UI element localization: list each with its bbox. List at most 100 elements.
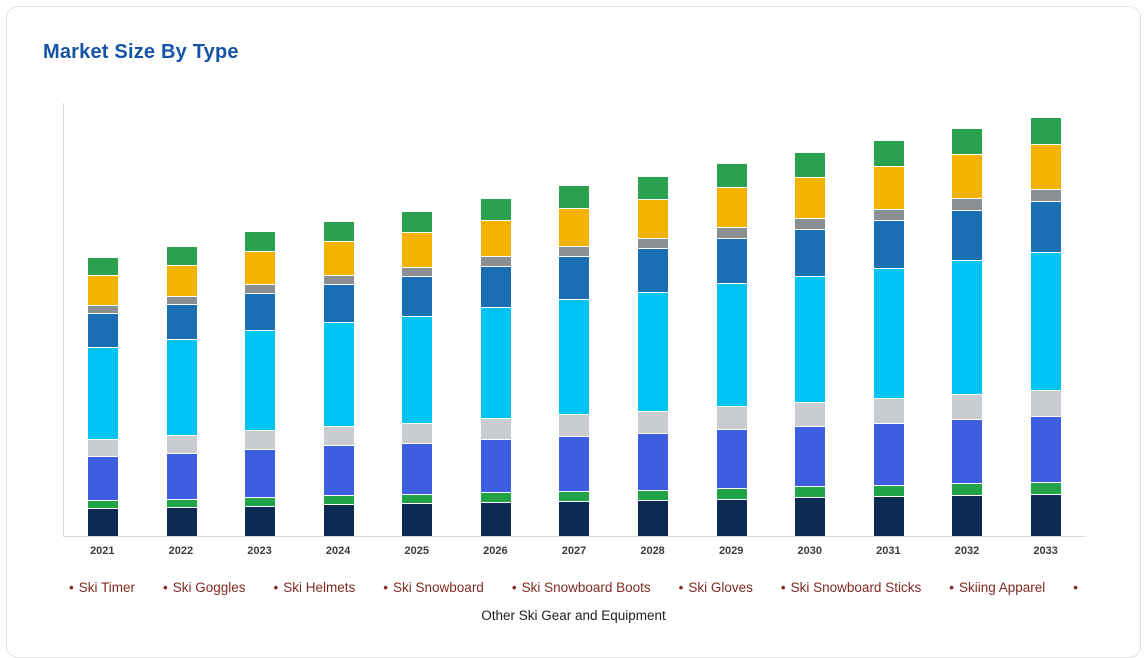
legend-item[interactable]: • Ski Helmets xyxy=(274,579,356,598)
legend-item[interactable]: • Ski Snowboard Boots xyxy=(512,579,651,598)
bar-segment xyxy=(323,504,354,536)
stacked-bar-2027[interactable] xyxy=(559,185,590,536)
bar-segment xyxy=(245,284,276,293)
stacked-bar-2022[interactable] xyxy=(166,246,197,536)
bar-segment xyxy=(559,501,590,536)
legend-item[interactable]: • Ski Goggles xyxy=(163,579,246,598)
stacked-bar-2023[interactable] xyxy=(245,231,276,536)
bar-segment xyxy=(402,276,433,316)
bar-segment xyxy=(166,507,197,536)
bar-segment xyxy=(323,275,354,284)
bar-slot xyxy=(378,103,457,536)
bar-segment xyxy=(637,248,668,292)
bar-segment xyxy=(716,227,747,238)
bar-slot xyxy=(300,103,379,536)
bar-segment xyxy=(1030,252,1061,390)
bar-segment xyxy=(716,488,747,499)
bar-segment xyxy=(637,411,668,433)
legend-item[interactable]: • Ski Snowboard Sticks xyxy=(781,579,921,598)
x-axis-labels: 2021 2022 2023 2024 2025 2026 2027 2028 2029 2030… xyxy=(63,545,1085,557)
bar-segment xyxy=(559,491,590,501)
x-tick-label: 2029 xyxy=(718,545,744,557)
bar-segment xyxy=(323,426,354,445)
bar-segment xyxy=(166,339,197,435)
stacked-bar-2030[interactable] xyxy=(795,152,826,536)
x-tick-label: 2024 xyxy=(325,545,351,557)
bar-segment xyxy=(873,485,904,496)
bar-segment xyxy=(480,220,511,256)
bar-segment xyxy=(1030,416,1061,482)
stacked-bar-2031[interactable] xyxy=(873,140,904,536)
bar-segment xyxy=(166,265,197,296)
x-tick-label: 2030 xyxy=(797,545,823,557)
bar-segment xyxy=(716,499,747,536)
bar-segment xyxy=(402,211,433,232)
bar-segment xyxy=(1030,482,1061,494)
legend-item-label: Ski Snowboard xyxy=(393,580,484,595)
legend-bullet-icon: • xyxy=(511,580,517,595)
bar-segment xyxy=(1030,494,1061,536)
bar-segment xyxy=(323,284,354,322)
bar-segment xyxy=(637,433,668,490)
legend-item-label: Ski Helmets xyxy=(283,580,356,595)
x-tick-label: 2026 xyxy=(483,545,508,557)
stacked-bar-2032[interactable] xyxy=(952,128,983,536)
bar-segment xyxy=(480,492,511,502)
bar-segment xyxy=(245,293,276,330)
bar-slot xyxy=(1006,103,1085,536)
legend-item-label: Ski Snowboard Sticks xyxy=(790,580,922,595)
bar-segment xyxy=(88,275,119,305)
legend-item-label: Ski Goggles xyxy=(172,580,246,595)
bar-segment xyxy=(637,176,668,199)
bar-segment xyxy=(952,198,983,210)
bar-slot xyxy=(221,103,300,536)
bar-segment xyxy=(166,246,197,265)
bar-segment xyxy=(88,347,119,439)
bar-segment xyxy=(1030,144,1061,189)
bar-segment xyxy=(873,496,904,536)
bar-slot xyxy=(535,103,614,536)
legend-item[interactable]: • Ski Gloves xyxy=(679,579,753,598)
legend-bullet-icon: • xyxy=(678,580,684,595)
bar-segment xyxy=(952,128,983,154)
bar-slot xyxy=(692,103,771,536)
legend-bullet-icon: • xyxy=(163,580,168,595)
bar-segment xyxy=(245,231,276,251)
stacked-bar-2021[interactable] xyxy=(88,257,119,536)
x-tick-label: 2023 xyxy=(247,545,272,557)
bar-segment xyxy=(245,449,276,497)
bar-segment xyxy=(637,238,668,248)
legend-item[interactable]: • Ski Timer xyxy=(69,579,135,598)
chart-title: Market Size By Type xyxy=(43,41,239,63)
bar-segment xyxy=(559,299,590,414)
bar-segment xyxy=(1030,189,1061,201)
legend-bullet-icon: • xyxy=(383,580,389,595)
legend-row-2-overflow[interactable]: Other Ski Gear and Equipment xyxy=(481,607,666,623)
stacked-bar-2024[interactable] xyxy=(323,221,354,536)
legend-item[interactable]: • Skiing Apparel xyxy=(949,579,1045,598)
bar-segment xyxy=(88,257,119,275)
chart-card: Market Size By Type 2021 2022 2023 2024 2025… xyxy=(6,6,1141,658)
bar-segment xyxy=(795,276,826,402)
bar-segment xyxy=(637,500,668,536)
bar-segment xyxy=(637,490,668,500)
bar-segment xyxy=(559,185,590,208)
bar-slot xyxy=(771,103,850,536)
bar-slot xyxy=(928,103,1007,536)
stacked-bar-2026[interactable] xyxy=(480,198,511,536)
stacked-bar-2025[interactable] xyxy=(402,211,433,536)
bar-segment xyxy=(795,402,826,426)
bar-segment xyxy=(1030,201,1061,252)
bar-segment xyxy=(952,260,983,394)
bar-segment xyxy=(795,177,826,218)
stacked-bar-2029[interactable] xyxy=(716,163,747,536)
stacked-bar-2033[interactable] xyxy=(1030,117,1061,536)
legend-item[interactable]: • Ski Snowboard xyxy=(383,579,484,598)
bar-segment xyxy=(402,443,433,494)
stacked-bar-2028[interactable] xyxy=(637,176,668,536)
bar-segment xyxy=(716,406,747,429)
x-tick-label: 2033 xyxy=(1033,545,1058,557)
bar-segment xyxy=(795,497,826,536)
bar-segment xyxy=(1030,117,1061,144)
bar-segment xyxy=(716,283,747,406)
